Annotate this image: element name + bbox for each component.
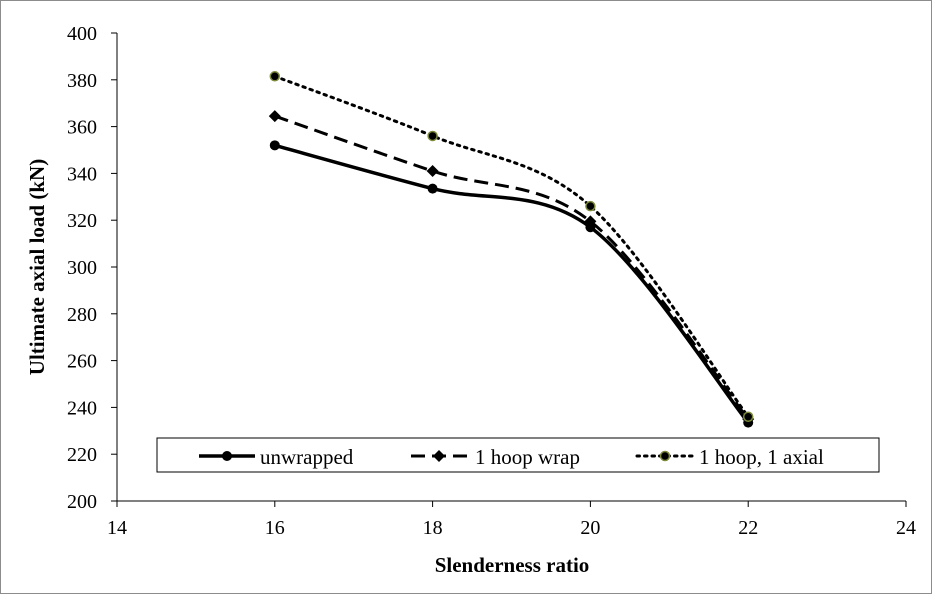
legend-label-1-hoop-wrap: 1 hoop wrap (475, 445, 580, 469)
series-1-hoop-wrap (268, 110, 755, 426)
x-tick-label: 22 (738, 517, 758, 539)
y-tick-label: 360 (67, 117, 97, 139)
y-tick-label: 400 (67, 23, 97, 45)
data-point (427, 130, 438, 142)
y-tick-label: 280 (67, 304, 97, 326)
y-tick-label: 240 (67, 397, 97, 419)
series-line-1-hoop-wrap (274, 114, 750, 421)
y-tick-label: 260 (67, 351, 97, 373)
x-tick-label: 14 (107, 517, 127, 539)
y-tick-label: 200 (67, 491, 97, 513)
data-point (584, 215, 597, 228)
data-point (426, 165, 439, 178)
legend-entry-unwrapped: unwrapped (199, 445, 354, 469)
legend-marker-unwrapped (222, 451, 232, 461)
data-point (427, 183, 438, 194)
data-point (269, 71, 281, 82)
legend-entry-1-hoop-1-axial: 1 hoop, 1 axial (635, 445, 824, 469)
legend-entry-1-hoop-wrap: 1 hoop wrap (411, 445, 580, 469)
legend-label-unwrapped: unwrapped (260, 445, 354, 469)
y-tick-label: 320 (67, 210, 97, 232)
y-tick-label: 380 (67, 70, 97, 92)
data-point (269, 140, 280, 151)
axes: 200 220 240 260 280 300 320 340 360 380 400 14 16 18 2… (67, 23, 916, 539)
x-tick-label: 24 (896, 517, 916, 539)
x-tick-label: 18 (423, 517, 443, 539)
y-axis-title: Ultimate axial load (kN) (25, 159, 49, 375)
y-tick-label: 340 (67, 163, 97, 185)
series-layer (268, 71, 755, 428)
legend-box (156, 437, 880, 473)
series-unwrapped (269, 140, 754, 428)
x-axis-title: Slenderness ratio (435, 553, 590, 577)
legend: unwrapped 1 hoop wrap 1 hoop, 1 axial (156, 437, 880, 473)
legend-label-1-hoop-1-axial: 1 hoop, 1 axial (699, 445, 824, 469)
x-tick-label: 20 (580, 517, 600, 539)
series-line-1-hoop-1-axial (273, 74, 750, 419)
data-point (585, 200, 596, 212)
y-tick-label: 300 (67, 257, 97, 279)
series-1-hoop-1-axial (269, 71, 754, 423)
data-point (742, 411, 754, 423)
x-tick-label: 16 (265, 517, 285, 539)
series-line-unwrapped (274, 143, 750, 424)
legend-marker-1-hoop-wrap (433, 450, 445, 462)
y-tick-label: 220 (67, 444, 97, 466)
legend-marker-1-hoop-1-axial (659, 450, 671, 462)
data-point (268, 110, 281, 123)
